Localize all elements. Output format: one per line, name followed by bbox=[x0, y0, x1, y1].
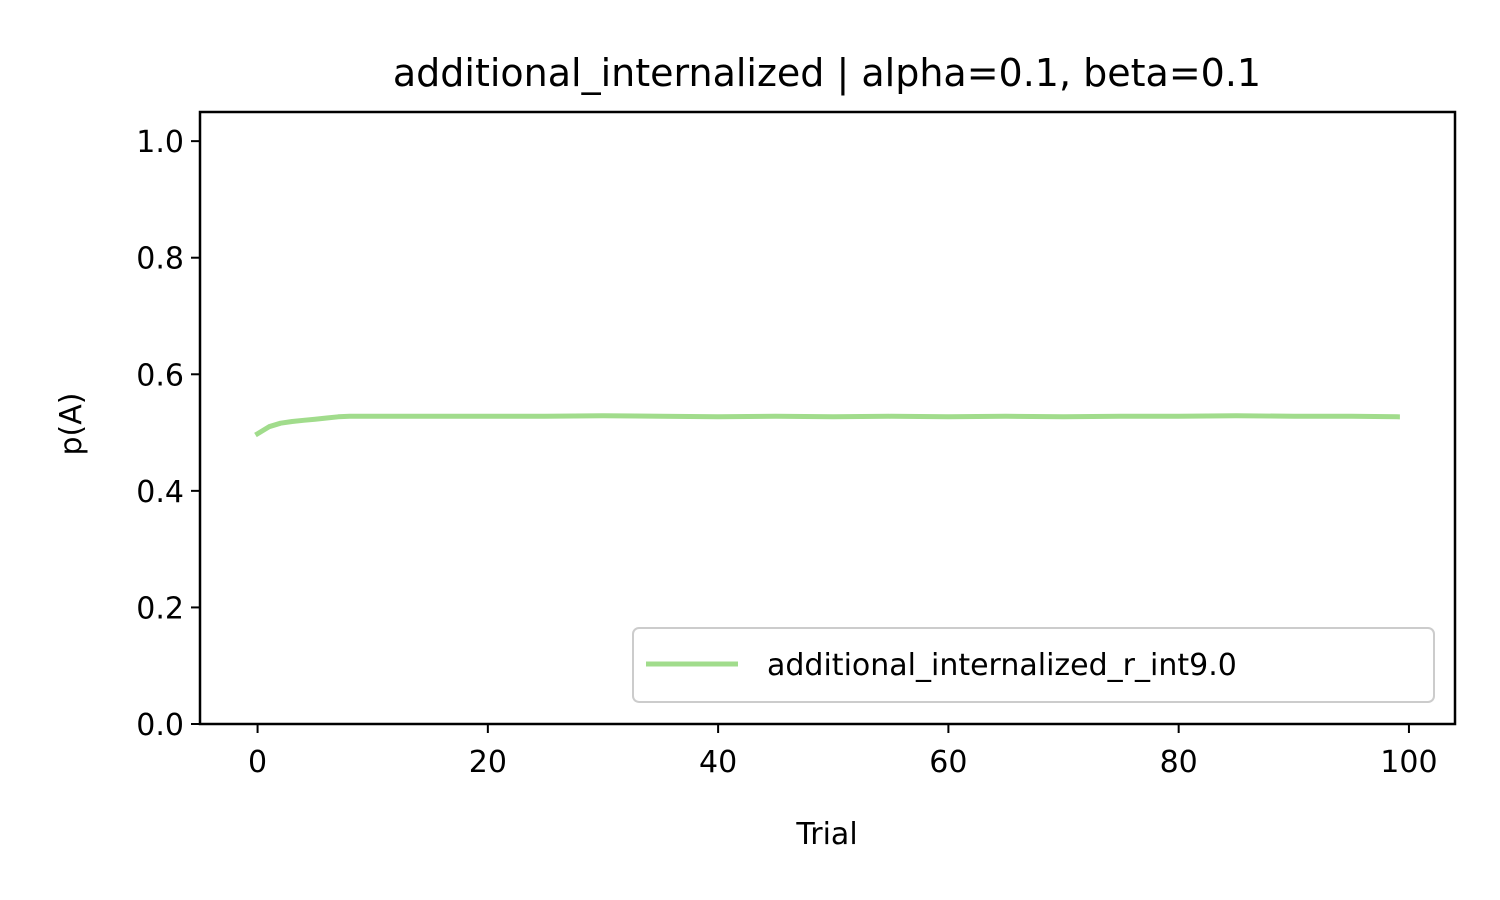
y-tick-label: 0.0 bbox=[136, 708, 184, 743]
x-axis-label: Trial bbox=[795, 817, 857, 852]
legend-box bbox=[632, 627, 1435, 703]
chart-title: additional_internalized | alpha=0.1, bet… bbox=[393, 51, 1261, 96]
plot-area bbox=[254, 413, 1400, 438]
x-tick-label: 80 bbox=[1160, 745, 1198, 780]
x-tick-label: 0 bbox=[248, 745, 267, 780]
y-tick-label: 0.8 bbox=[136, 242, 184, 277]
x-tick-label: 40 bbox=[699, 745, 737, 780]
y-tick-label: 0.2 bbox=[136, 591, 184, 626]
x-tick-label: 60 bbox=[929, 745, 967, 780]
series-line-0 bbox=[254, 413, 1400, 438]
y-axis-label: p(A) bbox=[54, 393, 89, 456]
axes-frame bbox=[198, 110, 1457, 726]
y-tick-label: 0.6 bbox=[136, 358, 184, 393]
y-tick-label: 1.0 bbox=[136, 125, 184, 160]
y-axis-ticks: 0.0 0.2 0.4 0.6 0.8 1.0 bbox=[136, 125, 200, 743]
x-axis-ticks: 0 20 40 60 80 100 bbox=[248, 724, 1438, 780]
legend-label: additional_internalized_r_int9.0 bbox=[767, 648, 1237, 683]
legend: additional_internalized_r_int9.0 bbox=[632, 627, 1435, 703]
x-tick-label: 100 bbox=[1380, 745, 1437, 780]
y-tick-label: 0.4 bbox=[136, 475, 184, 510]
x-tick-label: 20 bbox=[469, 745, 507, 780]
